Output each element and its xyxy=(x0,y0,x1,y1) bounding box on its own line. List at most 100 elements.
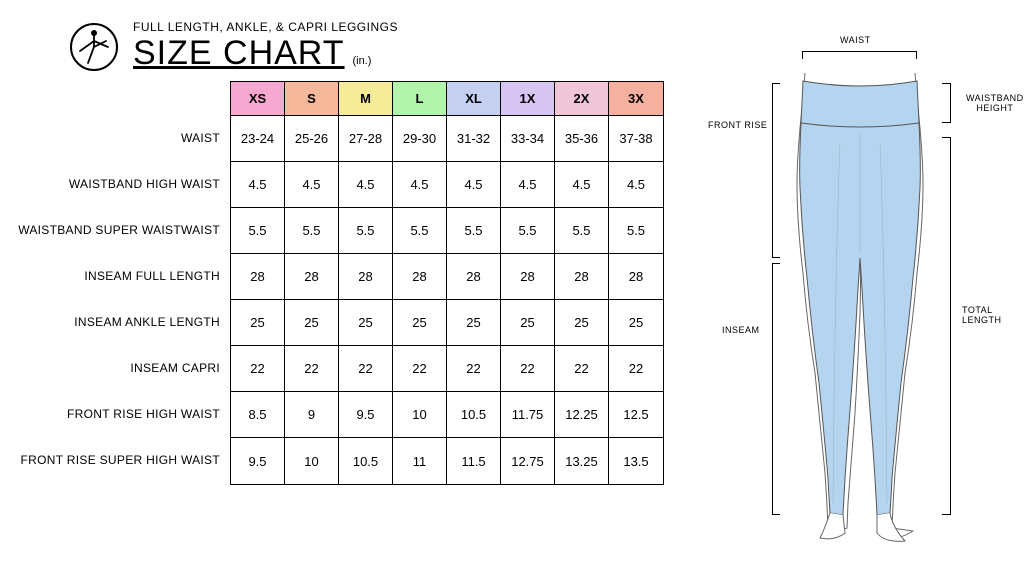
table-cell: 13.25 xyxy=(555,438,609,484)
size-header-cell: 3X xyxy=(609,82,663,116)
table-cell: 13.5 xyxy=(609,438,663,484)
table-cell: 25 xyxy=(285,300,339,346)
table-cell: 29-30 xyxy=(393,116,447,162)
table-cell: 25 xyxy=(501,300,555,346)
table-cell: 33-34 xyxy=(501,116,555,162)
table-row: 2525252525252525 xyxy=(231,300,663,346)
table-cell: 22 xyxy=(609,346,663,392)
size-header-cell: S xyxy=(285,82,339,116)
table-cell: 28 xyxy=(555,254,609,300)
table-cell: 27-28 xyxy=(339,116,393,162)
table-cell: 9.5 xyxy=(231,438,285,484)
table-cell: 5.5 xyxy=(285,208,339,254)
table-row: 2222222222222222 xyxy=(231,346,663,392)
table-cell: 22 xyxy=(555,346,609,392)
row-label: FRONT RISE HIGH WAIST xyxy=(0,391,230,437)
size-header-cell: XS xyxy=(231,82,285,116)
table-cell: 5.5 xyxy=(339,208,393,254)
table-cell: 31-32 xyxy=(447,116,501,162)
table-cell: 28 xyxy=(609,254,663,300)
size-header-row: XSSMLXL1X2X3X xyxy=(231,82,663,116)
table-cell: 4.5 xyxy=(393,162,447,208)
table-cell: 10 xyxy=(285,438,339,484)
table-cell: 4.5 xyxy=(609,162,663,208)
table-row: 9.51010.51111.512.7513.2513.5 xyxy=(231,438,663,484)
front-rise-label: FRONT RISE xyxy=(708,120,767,130)
leggings-illustration xyxy=(785,73,935,543)
table-cell: 9.5 xyxy=(339,392,393,438)
size-chart-table: WAISTWAISTBAND HIGH WAISTWAISTBAND SUPER… xyxy=(0,81,680,485)
table-row: 8.599.51010.511.7512.2512.5 xyxy=(231,392,663,438)
waistband-height-label: WAISTBAND HEIGHT xyxy=(966,93,1024,113)
table-cell: 12.5 xyxy=(609,392,663,438)
waist-bracket xyxy=(802,51,917,52)
yoga-pose-icon xyxy=(70,23,118,71)
table-cell: 37-38 xyxy=(609,116,663,162)
table-cell: 11.5 xyxy=(447,438,501,484)
row-label: WAISTBAND HIGH WAIST xyxy=(0,161,230,207)
table-cell: 8.5 xyxy=(231,392,285,438)
table-cell: 25 xyxy=(555,300,609,346)
total-length-label: TOTAL LENGTH xyxy=(962,305,1004,325)
table-cell: 35-36 xyxy=(555,116,609,162)
table-cell: 5.5 xyxy=(447,208,501,254)
table-cell: 22 xyxy=(231,346,285,392)
table-cell: 4.5 xyxy=(231,162,285,208)
table-cell: 11 xyxy=(393,438,447,484)
table-cell: 12.75 xyxy=(501,438,555,484)
table-cell: 22 xyxy=(339,346,393,392)
table-cell: 5.5 xyxy=(609,208,663,254)
table-cell: 28 xyxy=(339,254,393,300)
front-rise-bracket xyxy=(772,83,773,258)
table-row: 5.55.55.55.55.55.55.55.5 xyxy=(231,208,663,254)
table-cell: 28 xyxy=(447,254,501,300)
size-header-cell: XL xyxy=(447,82,501,116)
size-header-cell: 2X xyxy=(555,82,609,116)
measurement-diagram: WAIST FRONT RISE INSEAM WAISTBAND HEIGH xyxy=(680,20,1004,548)
unit-label: (in.) xyxy=(353,55,372,67)
table-cell: 25 xyxy=(393,300,447,346)
size-header-cell: L xyxy=(393,82,447,116)
table-cell: 10.5 xyxy=(447,392,501,438)
table-cell: 10.5 xyxy=(339,438,393,484)
table-cell: 4.5 xyxy=(339,162,393,208)
page-title: SIZE CHART xyxy=(133,34,345,73)
table-cell: 28 xyxy=(393,254,447,300)
table-cell: 5.5 xyxy=(393,208,447,254)
row-label: FRONT RISE SUPER HIGH WAIST xyxy=(0,437,230,483)
size-header-cell: M xyxy=(339,82,393,116)
row-label: WAIST xyxy=(0,115,230,161)
table-cell: 4.5 xyxy=(501,162,555,208)
row-label: INSEAM CAPRI xyxy=(0,345,230,391)
table-cell: 12.25 xyxy=(555,392,609,438)
inseam-bracket xyxy=(772,263,773,515)
table-cell: 25 xyxy=(339,300,393,346)
total-length-bracket xyxy=(950,137,951,515)
table-cell: 28 xyxy=(285,254,339,300)
table-cell: 4.5 xyxy=(447,162,501,208)
table-row: 2828282828282828 xyxy=(231,254,663,300)
table-cell: 22 xyxy=(285,346,339,392)
inseam-label: INSEAM xyxy=(722,325,760,335)
row-label: INSEAM FULL LENGTH xyxy=(0,253,230,299)
table-cell: 25 xyxy=(231,300,285,346)
table-cell: 28 xyxy=(231,254,285,300)
subtitle: FULL LENGTH, ANKLE, & CAPRI LEGGINGS xyxy=(133,20,398,34)
table-cell: 5.5 xyxy=(231,208,285,254)
waistband-bracket xyxy=(950,83,951,123)
table-cell: 4.5 xyxy=(555,162,609,208)
row-label-blank xyxy=(0,81,230,115)
size-header-cell: 1X xyxy=(501,82,555,116)
size-chart-section: FULL LENGTH, ANKLE, & CAPRI LEGGINGS SIZ… xyxy=(0,20,680,548)
table-cell: 4.5 xyxy=(285,162,339,208)
header: FULL LENGTH, ANKLE, & CAPRI LEGGINGS SIZ… xyxy=(0,20,680,73)
table-cell: 9 xyxy=(285,392,339,438)
table-cell: 22 xyxy=(393,346,447,392)
table-cell: 22 xyxy=(501,346,555,392)
table-cell: 11.75 xyxy=(501,392,555,438)
waist-label: WAIST xyxy=(840,35,871,45)
table-row: 4.54.54.54.54.54.54.54.5 xyxy=(231,162,663,208)
table-cell: 5.5 xyxy=(555,208,609,254)
table-cell: 28 xyxy=(501,254,555,300)
table-cell: 25 xyxy=(609,300,663,346)
